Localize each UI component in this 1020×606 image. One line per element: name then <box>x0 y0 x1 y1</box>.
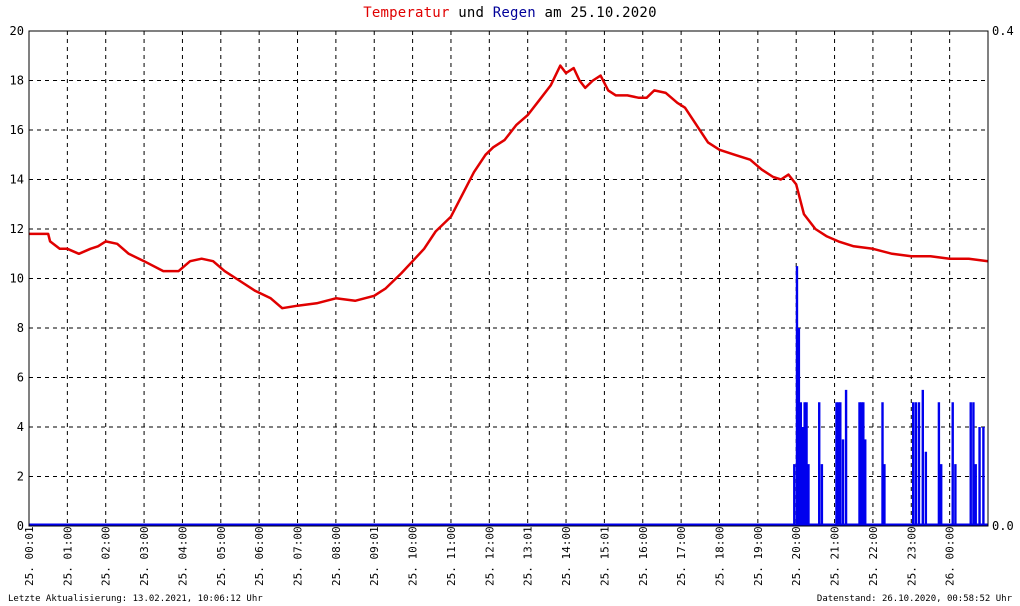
rain-bar <box>805 402 808 526</box>
x-tick-label: 25. 11:00 <box>445 526 458 586</box>
y-left-tick-label: 6 <box>17 371 24 385</box>
x-tick-label: 25. 20:00 <box>790 526 803 586</box>
title-date: am 25.10.2020 <box>535 5 657 21</box>
chart-title: Temperatur und Regen am 25.10.2020 <box>0 5 1020 21</box>
rain-bar <box>837 402 840 526</box>
title-rain-word: Regen <box>492 5 536 21</box>
x-tick-label: 25. 14:00 <box>560 526 573 586</box>
x-tick-label: 25. 15:01 <box>598 526 611 586</box>
x-tick-label: 25. 07:00 <box>292 526 305 586</box>
y-left-tick-label: 12 <box>10 222 24 236</box>
plot-frame <box>28 30 989 527</box>
rain-bar <box>940 464 943 526</box>
rain-bar <box>974 464 977 526</box>
rain-bar <box>883 464 886 526</box>
rain-bar <box>917 402 921 526</box>
y-left-tick-label: 2 <box>17 470 24 484</box>
rain-bar <box>799 402 803 526</box>
rain-series <box>29 266 988 527</box>
rain-bar <box>982 427 985 526</box>
rain-bar <box>951 402 954 526</box>
x-tick-label: 25. 21:00 <box>829 526 842 586</box>
rain-bar <box>862 402 865 526</box>
y-right-tick-label: 0.4 <box>992 24 1014 38</box>
rain-bar <box>972 402 975 526</box>
rain-bar <box>841 439 845 526</box>
rain-bar <box>954 464 957 526</box>
footer-data-state: Datenstand: 26.10.2020, 00:58:52 Uhr <box>816 594 1012 604</box>
rain-bar <box>803 402 806 526</box>
axis-layer <box>28 30 989 527</box>
x-tick-label: 25. 04:00 <box>176 526 189 586</box>
rain-bar <box>911 402 915 526</box>
x-tick-label: 25. 03:00 <box>138 526 151 586</box>
x-tick-label: 25. 01:00 <box>61 526 74 586</box>
rain-bar <box>924 451 928 526</box>
rain-bar <box>801 427 805 526</box>
rain-bar <box>969 402 972 526</box>
x-tick-label: 25. 23:00 <box>905 526 918 586</box>
x-tick-label: 25. 19:00 <box>752 526 765 586</box>
y-left-tick-label: 8 <box>17 321 24 335</box>
y-left-tick-label: 10 <box>10 272 24 286</box>
x-tick-label: 25. 12:00 <box>483 526 496 586</box>
rain-bar <box>937 402 941 526</box>
y-left-tick-label: 20 <box>10 24 24 38</box>
rain-bar <box>835 402 838 526</box>
title-temperature-word: Temperatur <box>363 5 450 21</box>
y-left-tick-label: 4 <box>17 420 24 434</box>
footer-last-update: Letzte Aktualisierung: 13.02.2021, 10:06… <box>8 594 263 604</box>
title-and-word: und <box>449 5 493 21</box>
rain-bar <box>921 389 924 526</box>
x-tick-label: 25. 08:00 <box>330 526 343 586</box>
rain-bar <box>844 389 848 526</box>
x-tick-label: 25. 00:01 <box>23 526 36 586</box>
rain-bar <box>978 427 981 526</box>
rain-bar <box>807 464 810 526</box>
rain-bar <box>820 464 824 526</box>
x-tick-label: 25. 05:00 <box>215 526 228 586</box>
x-tick-label: 25. 09:01 <box>368 526 381 586</box>
rain-bar <box>864 439 867 526</box>
y-left-tick-label: 16 <box>10 123 24 137</box>
rain-bar <box>860 402 863 526</box>
rain-bar <box>797 328 801 526</box>
rain-bar <box>818 402 821 526</box>
rain-bar <box>881 402 884 526</box>
y-left-tick-label: 14 <box>10 173 24 187</box>
temperature-series <box>29 64 989 310</box>
rain-bar <box>795 266 799 526</box>
rain-bar <box>839 402 842 526</box>
x-tick-label: 26. 00:00 <box>944 526 957 586</box>
rain-bar <box>858 402 861 526</box>
x-tick-label: 25. 22:00 <box>867 526 880 586</box>
x-tick-label: 25. 06:00 <box>253 526 266 586</box>
temperature-line <box>29 64 989 310</box>
y-left-tick-label: 0 <box>17 519 24 533</box>
y-right-tick-label: 0.0 <box>992 519 1014 533</box>
x-tick-label: 25. 16:00 <box>637 526 650 586</box>
x-tick-label: 25. 18:00 <box>713 526 726 586</box>
x-tick-label: 25. 13:01 <box>522 526 535 586</box>
y-left-tick-label: 18 <box>10 74 24 88</box>
x-tick-label: 25. 17:00 <box>675 526 688 586</box>
tick-labels: 0 2 4 6 8 10 12 14 16 18 20 0.0 0.4 25. 00:01 25. 01:0… <box>10 24 1014 586</box>
x-tick-label: 25. 02:00 <box>100 526 113 586</box>
x-tick-label: 25. 10:00 <box>407 526 420 586</box>
rain-bar <box>914 402 918 526</box>
rain-bar <box>793 464 796 526</box>
